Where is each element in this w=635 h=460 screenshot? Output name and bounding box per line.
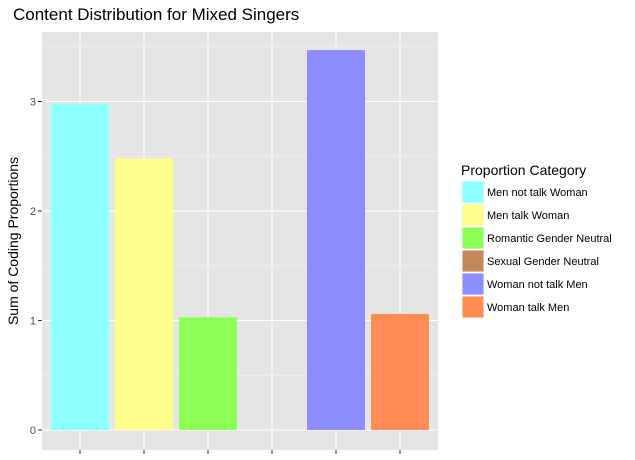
legend-key (462, 181, 484, 203)
y-tick-label: 1 (30, 316, 36, 328)
legend: Proportion Category Men not talk WomanMe… (461, 162, 612, 318)
legend-items: Men not talk Woman Men talk Woman Romantic… (462, 181, 612, 318)
legend-title: Proportion Category (461, 162, 586, 178)
chart-title: Content Distribution for Mixed Singers (13, 5, 299, 24)
legend-key (462, 227, 484, 249)
legend-label: Men talk Woman (487, 210, 569, 222)
legend-label: Woman talk Men (487, 302, 569, 314)
y-axis: 0 1 2 3 (30, 97, 401, 454)
bar (179, 317, 237, 430)
legend-label: Sexual Gender Neutral (487, 256, 599, 268)
legend-key (462, 296, 484, 318)
y-tick-label: 3 (30, 97, 36, 109)
legend-key (462, 204, 484, 226)
legend-label: Romantic Gender Neutral (487, 233, 612, 245)
y-tick-label: 2 (30, 206, 36, 218)
bar (115, 158, 173, 430)
bars (51, 50, 429, 430)
legend-key (462, 250, 484, 272)
y-axis-label: Sum of Coding Proportions (5, 157, 21, 325)
bar (51, 103, 109, 430)
legend-key (462, 273, 484, 295)
bar (371, 313, 429, 430)
legend-label: Men not talk Woman (487, 187, 588, 199)
legend-label: Woman not talk Men (487, 279, 588, 291)
bar (307, 50, 365, 430)
y-tick-label: 0 (30, 425, 36, 437)
